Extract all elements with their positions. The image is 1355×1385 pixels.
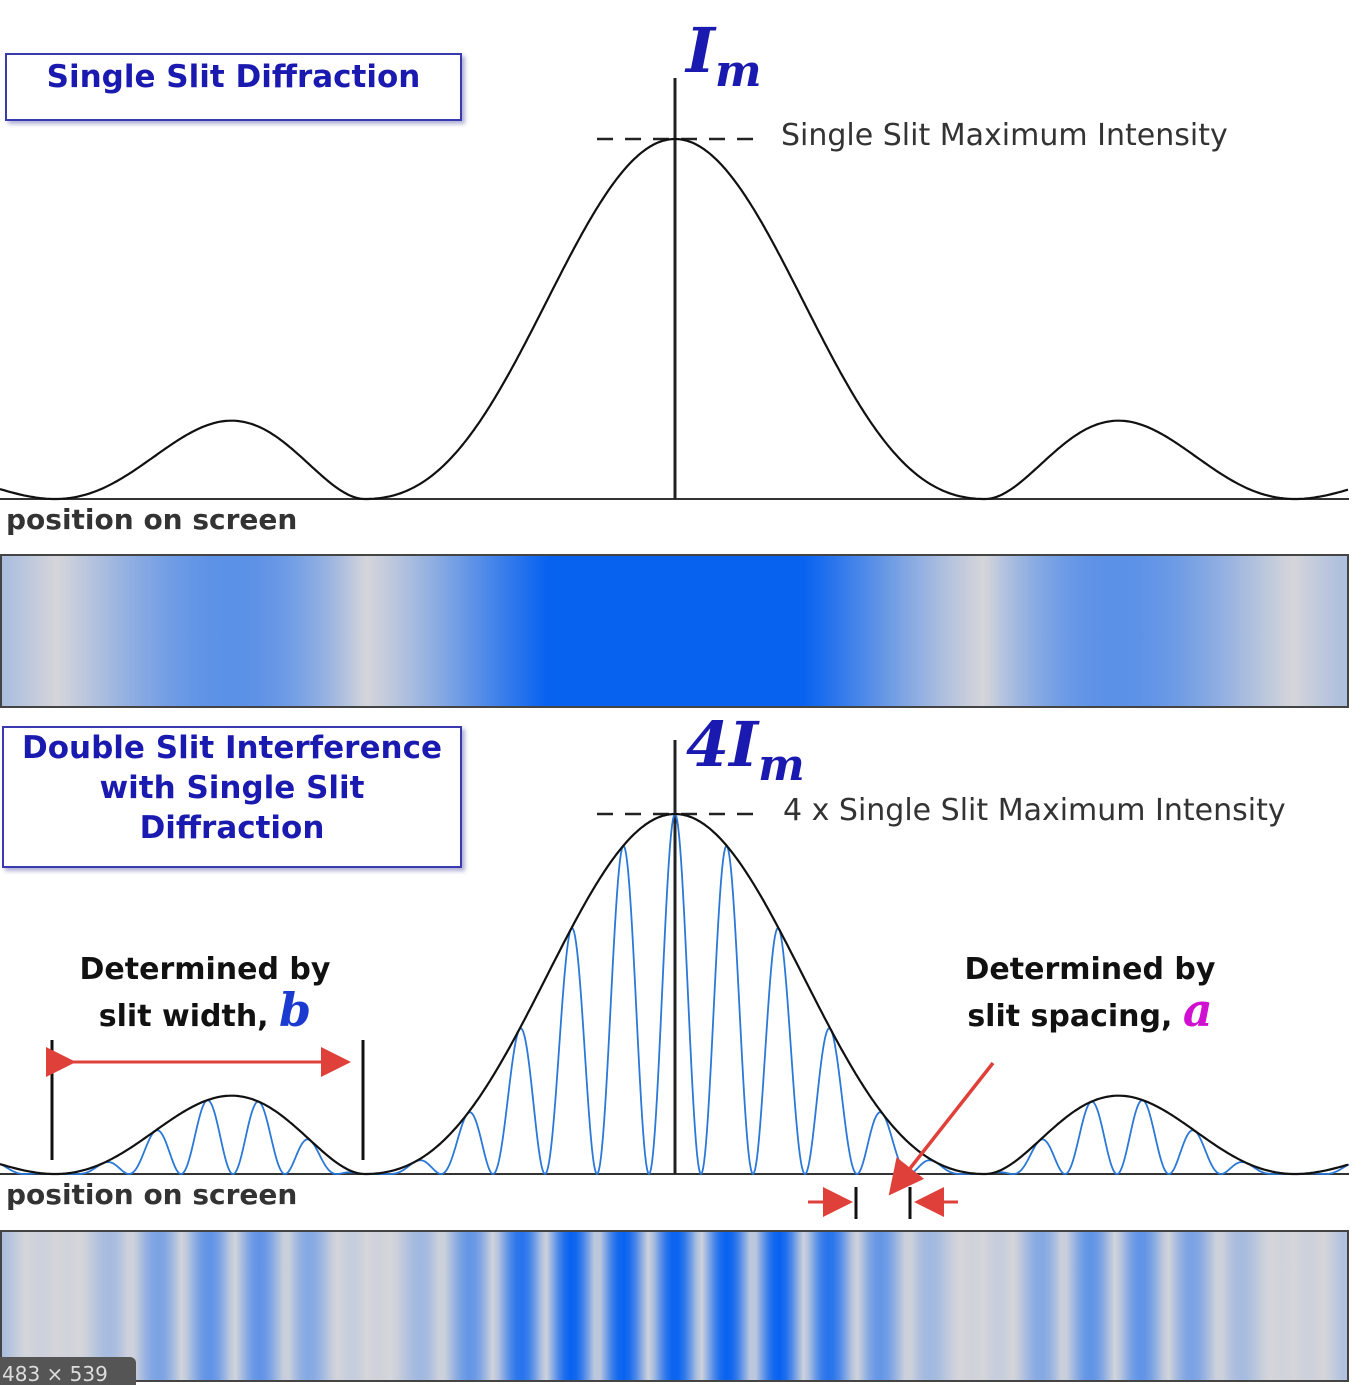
slit-spacing-note: Determined by slit spacing, a [935,950,1245,1037]
top-axis-label: position on screen [6,503,297,536]
bottom-peak-symbol-main: 4I [686,708,758,781]
bottom-peak-symbol: 4Im [686,708,805,781]
top-peak-note: Single Slit Maximum Intensity [781,118,1228,153]
slit-width-note-text: slit width, [99,999,269,1034]
slit-width-symbol: b [279,983,311,1037]
slit-width-note-line-1: Determined by [40,950,370,990]
image-size-badge: 483 × 539 [0,1357,136,1385]
slit-spacing-pointer-arrow [893,1063,993,1190]
slit-width-note-line-2: slit width, b [40,990,370,1037]
bottom-axis-label: position on screen [6,1178,297,1211]
slit-spacing-symbol: a [1183,983,1213,1037]
top-peak-symbol: Im [686,14,762,87]
bottom-peak-symbol-subscript: m [758,740,805,791]
slit-spacing-note-line-2: slit spacing, a [935,990,1245,1037]
slit-width-note: Determined by slit width, b [40,950,370,1037]
bottom-peak-note: 4 x Single Slit Maximum Intensity [783,793,1286,828]
slit-spacing-note-text: slit spacing, [967,999,1172,1034]
top-peak-symbol-main: I [686,14,715,87]
top-peak-symbol-subscript: m [715,46,762,97]
